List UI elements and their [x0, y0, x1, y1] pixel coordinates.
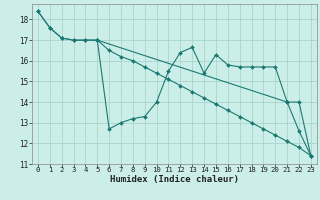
X-axis label: Humidex (Indice chaleur): Humidex (Indice chaleur)	[110, 175, 239, 184]
